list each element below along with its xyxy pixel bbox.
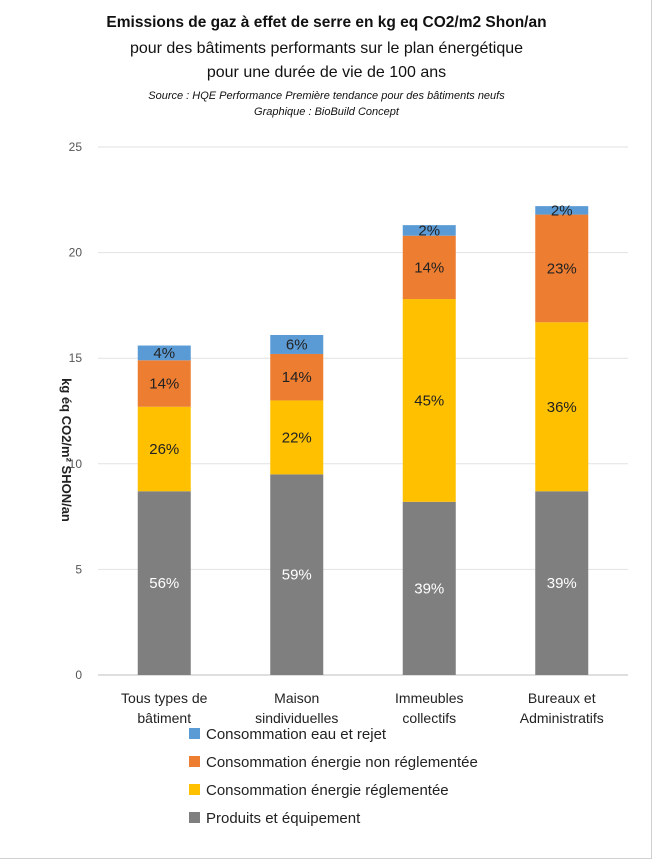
legend-swatch <box>189 812 200 823</box>
chart-subtitle-line-1: pour des bâtiments performants sur le pl… <box>129 40 524 57</box>
y-tick-label: 10 <box>69 457 83 471</box>
bar-segment <box>535 206 589 215</box>
y-tick-label: 20 <box>69 246 83 260</box>
bar-segment <box>270 474 324 675</box>
chart-subtitle-line-2: pour une durée de vie de 100 ans <box>206 64 447 81</box>
bar-segment <box>402 235 456 300</box>
bar-segment <box>402 501 456 675</box>
data-label: 45% <box>414 392 444 409</box>
bars: 56% 26% 14% 4% 59% 22% 14% 6% 39% 45% 14% 2% 39% 36% 2… <box>137 202 589 675</box>
x-axis-labels: Tous types de bâtiment Maison sindividuelle… <box>121 690 604 726</box>
legend-label: Consommation énergie réglementée <box>206 782 449 799</box>
y-tick-label: 15 <box>69 351 83 365</box>
chart-source: Source : HQE Performance Première tendan… <box>148 90 505 102</box>
bar-segment <box>270 400 324 475</box>
data-label: 14% <box>149 376 179 393</box>
data-label: 36% <box>547 399 577 416</box>
data-label: 59% <box>282 567 312 584</box>
data-label: 39% <box>414 580 444 597</box>
bar-segment <box>270 353 324 401</box>
bar-segment <box>402 299 456 502</box>
x-tick-label: sindividuelles <box>255 710 338 726</box>
legend-swatch <box>189 756 200 767</box>
x-tick-label: Immeubles <box>395 690 463 706</box>
bar-segment <box>535 322 589 492</box>
bar-segment <box>535 214 589 323</box>
y-axis-label: kg éq CO2/m² SHON/an <box>59 378 74 522</box>
y-axis-ticks: 0 5 10 15 20 25 <box>69 140 83 682</box>
bar-segment <box>402 225 456 236</box>
y-tick-label: 0 <box>75 668 82 682</box>
bar-segment <box>535 491 589 675</box>
data-label: 39% <box>547 575 577 592</box>
data-label: 4% <box>153 345 175 362</box>
chart-credit: Graphique : BioBuild Concept <box>254 106 399 118</box>
data-label: 56% <box>149 575 179 592</box>
legend: Consommation eau et rejet Consommation én… <box>189 726 478 827</box>
data-label: 14% <box>282 369 312 386</box>
bar-segment <box>137 345 191 361</box>
data-label: 22% <box>282 429 312 446</box>
chart-title: Emissions de gaz à effet de serre en kg … <box>106 14 547 31</box>
bar-segment <box>137 360 191 407</box>
legend-label: Consommation eau et rejet <box>206 726 387 743</box>
y-tick-label: 25 <box>69 140 83 154</box>
legend-swatch <box>189 784 200 795</box>
data-label: 26% <box>149 441 179 458</box>
data-label: 14% <box>414 259 444 276</box>
data-label: 2% <box>418 222 440 239</box>
x-tick-label: collectifs <box>402 710 456 726</box>
y-tick-label: 5 <box>75 562 82 576</box>
x-tick-label: Bureaux et <box>528 690 596 706</box>
legend-label: Produits et équipement <box>206 810 361 827</box>
bar-segment <box>270 334 324 354</box>
x-tick-label: Maison <box>274 690 319 706</box>
data-label: 23% <box>547 260 577 277</box>
data-label: 6% <box>286 336 308 353</box>
data-label: 2% <box>551 202 573 219</box>
legend-label: Consommation énergie non réglementée <box>206 754 478 771</box>
x-tick-label: Tous types de <box>121 690 208 706</box>
bar-segment <box>137 406 191 492</box>
x-tick-label: Administratifs <box>520 710 604 726</box>
legend-swatch <box>189 728 200 739</box>
x-tick-label: bâtiment <box>137 710 191 726</box>
bar-segment <box>137 491 191 675</box>
